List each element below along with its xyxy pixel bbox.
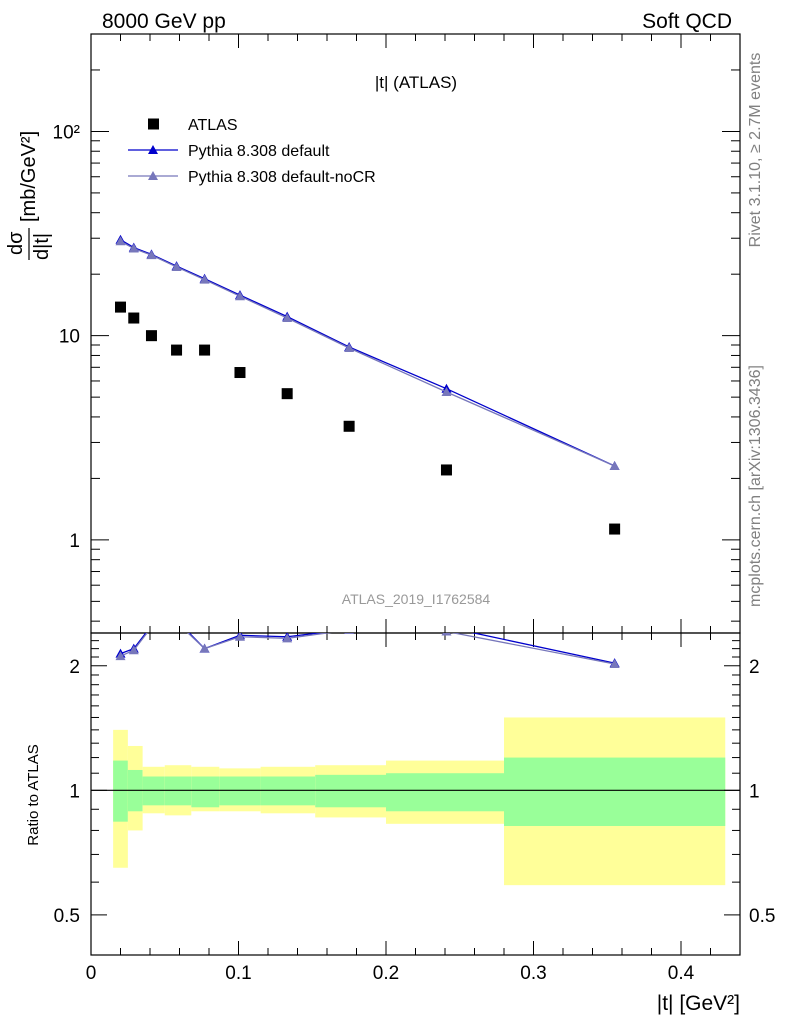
pythia-nocr-point: [282, 313, 293, 323]
ratio-default-line: [120, 633, 615, 664]
y-tick-label-ratio-right: 0.5: [749, 906, 775, 927]
pythia-nocr-line: [120, 240, 615, 467]
y-tick-label-main: 1: [69, 531, 80, 552]
atlas-data-point: [128, 312, 140, 324]
atlas-data-point: [440, 464, 452, 476]
legend-marker-atlas: [148, 118, 159, 130]
stat-uncertainty-band: [191, 776, 220, 808]
main-series-layer: [115, 234, 621, 535]
ratio-nocr-point: [199, 643, 210, 653]
y-axis-label-main: dσ d|t| [mb/GeV²]: [5, 131, 53, 260]
ratio-nocr-point: [282, 633, 293, 643]
ratio-nocr-point: [128, 645, 139, 655]
atlas-data-point: [609, 523, 621, 535]
legend-label: Pythia 8.308 default-noCR: [188, 169, 376, 186]
y-tick-label-ratio: 1: [69, 781, 80, 802]
x-tick-label: 0.2: [373, 963, 399, 984]
analysis-watermark: ATLAS_2019_I1762584: [342, 591, 491, 607]
atlas-data-point: [115, 301, 126, 313]
process-label: Soft QCD: [642, 10, 732, 33]
stat-uncertainty-band: [315, 774, 386, 808]
legend-marker-triangle: [148, 171, 158, 180]
pythia-nocr-point: [199, 274, 210, 284]
y-tick-label-ratio-right: 1: [749, 781, 760, 802]
ratio-nocr-point: [344, 633, 355, 635]
pythia-default-line: [120, 239, 615, 467]
legend-marker-triangle: [148, 145, 158, 154]
svg-text:[mb/GeV²]: [mb/GeV²]: [18, 131, 40, 222]
x-tick-label: 0.1: [225, 963, 251, 984]
pythia-nocr-point: [171, 261, 182, 271]
y-tick-label-main: 10: [59, 327, 80, 348]
atlas-data-point: [171, 344, 183, 356]
ratio-nocr-point: [146, 622, 156, 631]
y-axis-label-ratio: Ratio to ATLAS: [25, 744, 42, 845]
y-tick-label-main: 10²: [53, 122, 80, 143]
stat-uncertainty-band: [386, 773, 504, 812]
ratio-series-clipped: [115, 615, 620, 668]
pythia-nocr-point: [234, 291, 245, 301]
ratio-nocr-point: [609, 658, 620, 668]
ratio-uncertainty-bands: [91, 717, 740, 886]
legend-label: Pythia 8.308 default: [188, 143, 330, 160]
pythia-nocr-point: [128, 243, 139, 253]
axis-ticks: 0 0.1 0.2 0.3 0.4 1 10 10² 0.5 0.5 1 1 2 2: [53, 33, 775, 984]
pythia-nocr-point: [344, 343, 355, 353]
y-tick-label-ratio-right: 2: [749, 657, 760, 678]
pythia-nocr-point: [115, 236, 126, 246]
pythia-nocr-point: [146, 250, 157, 260]
ratio-default-point: [172, 615, 182, 624]
legend: ATLAS Pythia 8.308 default Pythia 8.308 de…: [128, 117, 376, 186]
x-tick-label: 0.3: [520, 963, 546, 984]
atlas-data-point: [343, 420, 355, 432]
y-tick-label-ratio: 2: [69, 657, 80, 678]
y-axis-label-fraction: dσ: [5, 231, 27, 255]
mcplots-source-label: mcplots.cern.ch [arXiv:1306.3436]: [747, 365, 764, 607]
x-axis-label: |t| [GeV²]: [657, 992, 740, 1015]
stat-uncertainty-band: [113, 760, 128, 822]
pythia-nocr-point: [441, 386, 452, 396]
x-tick-label: 0: [86, 963, 97, 984]
stat-uncertainty-band: [504, 757, 726, 826]
energy-label: 8000 GeV pp: [102, 10, 226, 33]
ratio-nocr-line: [120, 633, 615, 665]
ratio-default-point: [441, 622, 451, 631]
atlas-data-point: [199, 344, 211, 356]
ratio-default-point: [344, 633, 355, 634]
ratio-nocr-point: [172, 617, 182, 626]
atlas-data-point: [234, 367, 246, 379]
atlas-data-point: [281, 388, 293, 400]
plot-title: |t| (ATLAS): [375, 73, 457, 92]
y-tick-label-ratio: 0.5: [54, 906, 80, 927]
ratio-default-point: [146, 621, 156, 630]
rivet-version-label: Rivet 3.1.10, ≥ 2.7M events: [747, 53, 764, 248]
pythia-nocr-point: [609, 461, 620, 471]
x-tick-label: 0.4: [668, 963, 695, 984]
ratio-nocr-point: [441, 633, 452, 636]
legend-label: ATLAS: [188, 117, 238, 134]
svg-text:d|t|: d|t|: [31, 233, 53, 260]
atlas-data-point: [145, 330, 157, 342]
ratio-series-layer: [115, 615, 620, 668]
ratio-nocr-point: [234, 633, 245, 641]
ratio-nocr-point: [115, 651, 126, 661]
